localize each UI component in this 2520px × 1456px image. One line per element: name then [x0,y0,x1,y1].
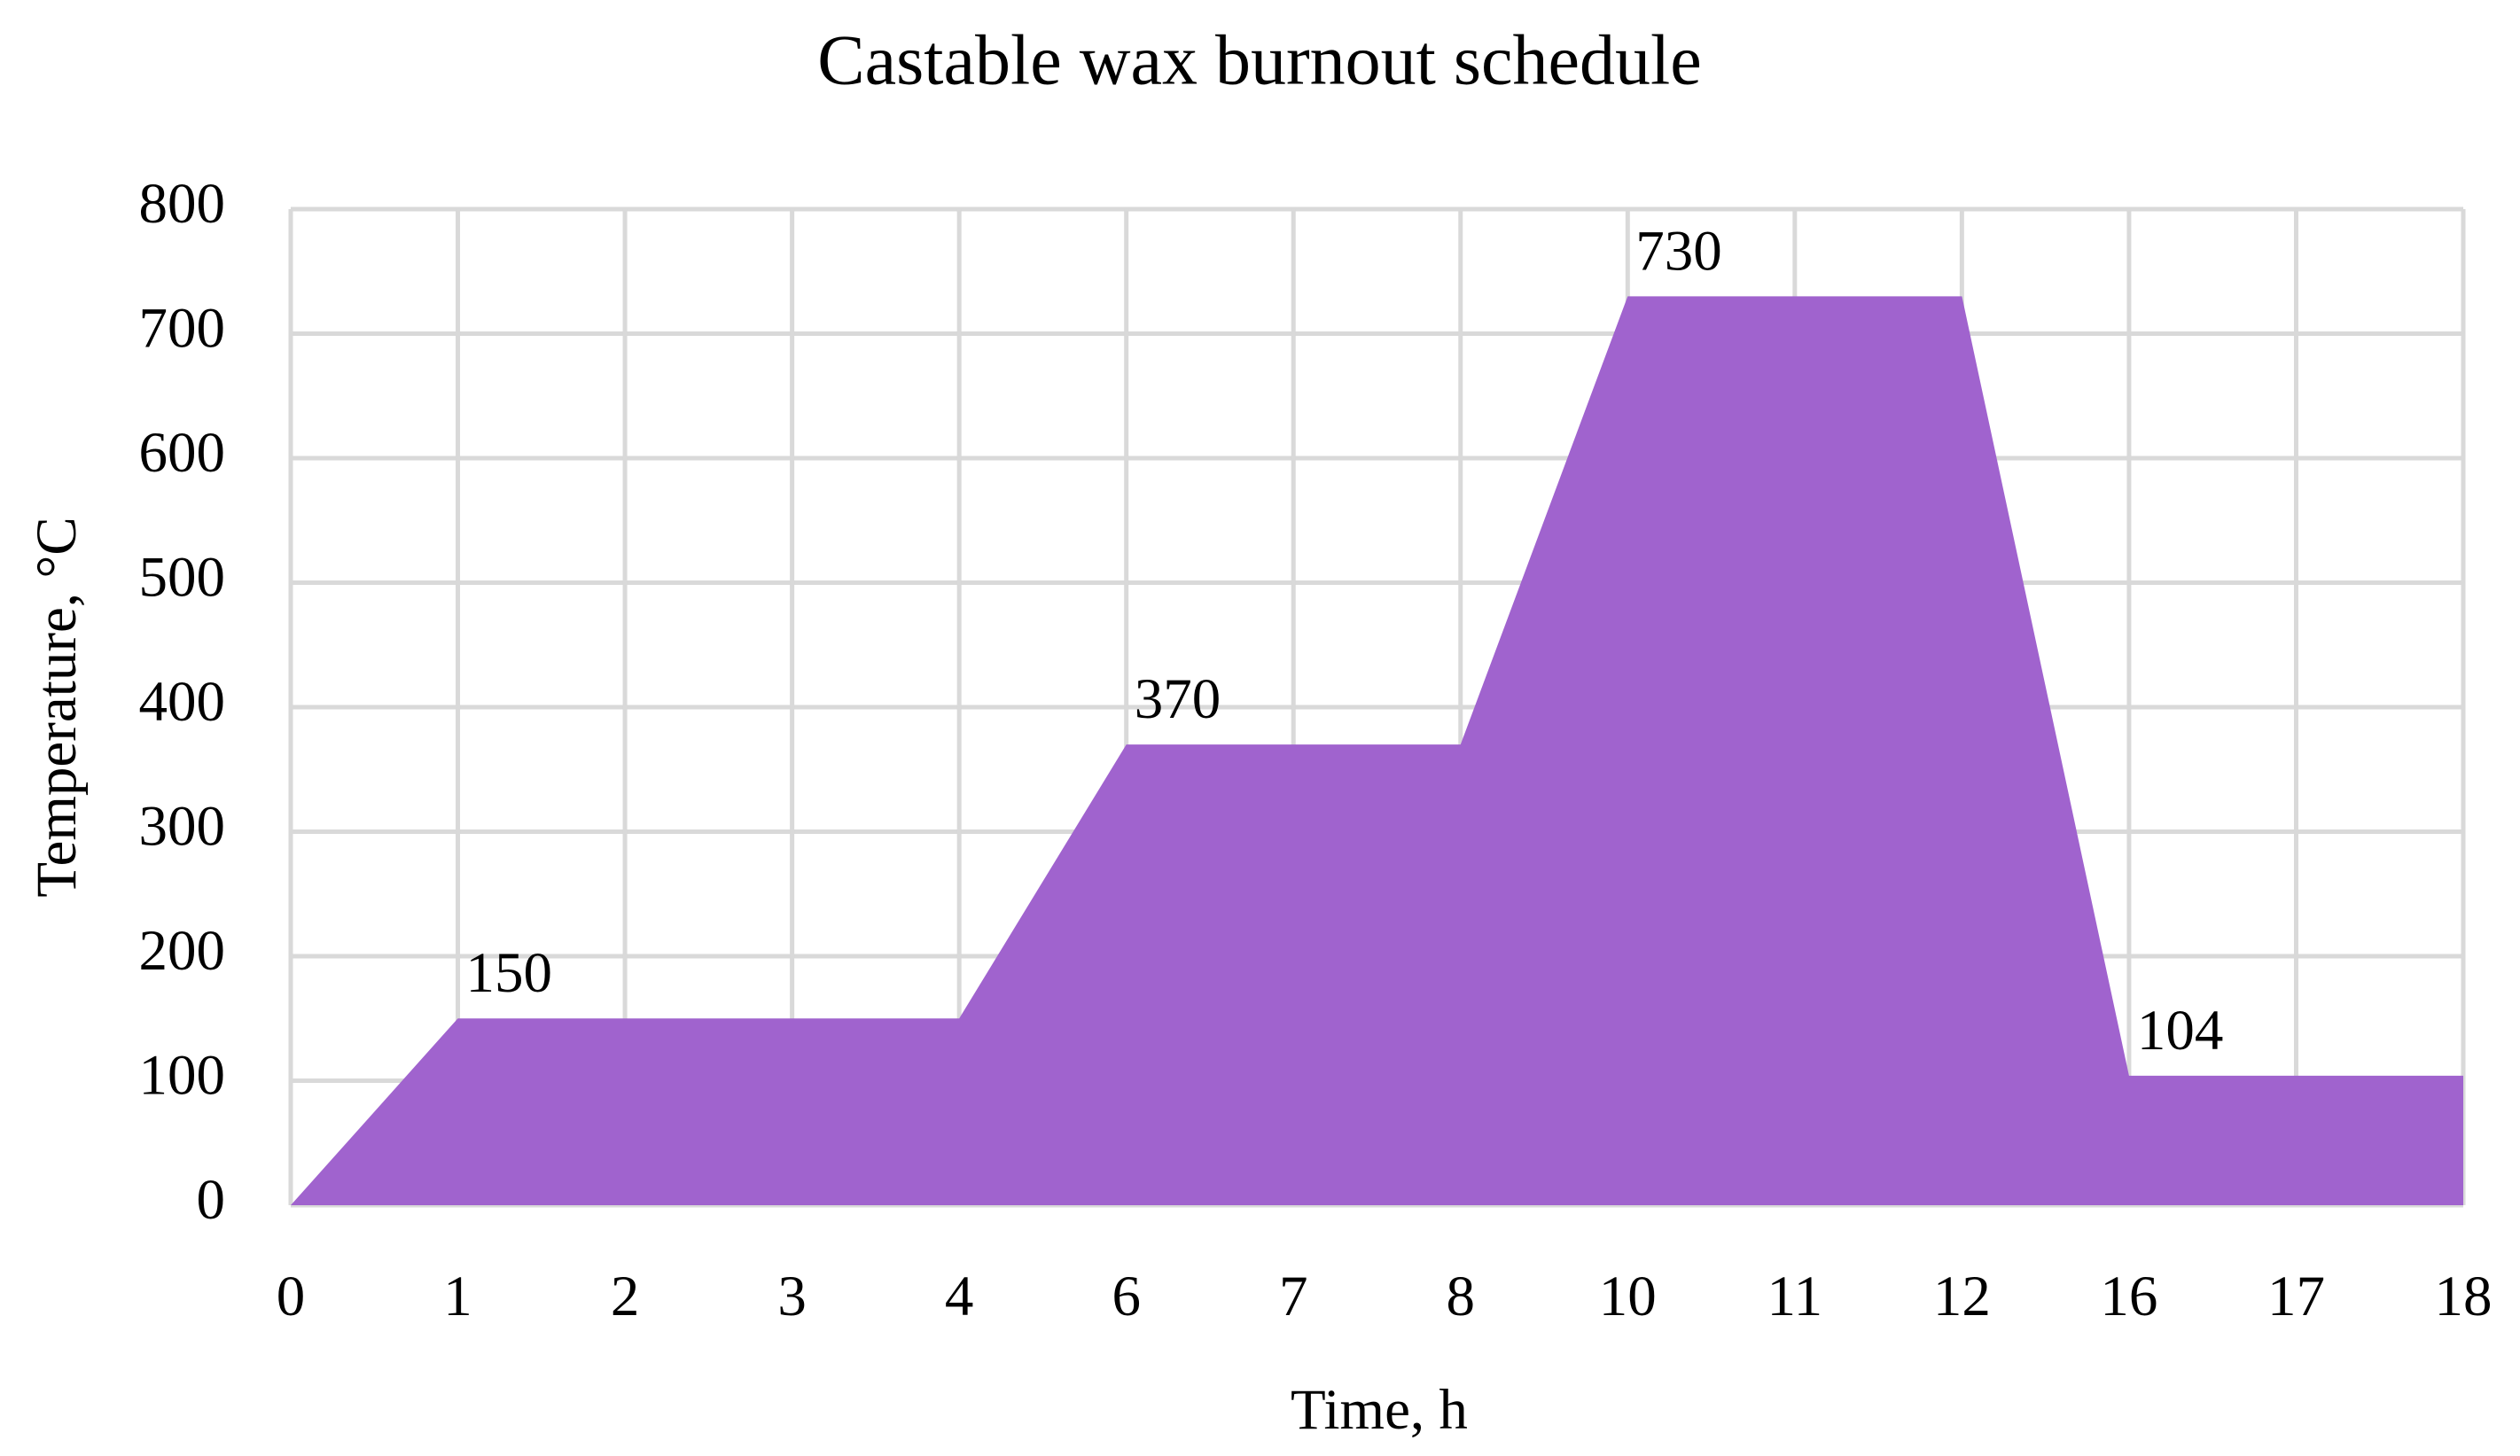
chart-title: Castable wax burnout schedule [817,21,1702,99]
data-label: 370 [1135,667,1221,731]
x-tick-label: 1 [443,1265,472,1328]
data-label: 730 [1635,219,1722,283]
y-tick-label: 800 [139,172,226,236]
x-tick-label: 0 [277,1265,306,1328]
x-axis-title: Time, h [1291,1378,1468,1442]
y-tick-label: 100 [139,1043,226,1107]
x-tick-label: 12 [1933,1265,1991,1328]
x-tick-label: 17 [2267,1265,2325,1328]
data-label: 104 [2137,999,2224,1063]
x-tick-label: 4 [945,1265,974,1328]
x-tick-label: 18 [2435,1265,2493,1328]
x-tick-label: 3 [777,1265,807,1328]
x-tick-label: 10 [1599,1265,1657,1328]
y-tick-label: 500 [139,545,226,609]
y-tick-label: 0 [197,1168,226,1232]
x-tick-label: 7 [1279,1265,1308,1328]
y-tick-label: 700 [139,296,226,360]
x-tick-label: 8 [1447,1265,1476,1328]
y-tick-label: 600 [139,421,226,485]
x-tick-label: 6 [1112,1265,1141,1328]
y-axis-title: Temperature, °C [25,517,89,897]
y-tick-label: 300 [139,794,226,858]
area [291,296,2463,1206]
x-tick-label: 16 [2100,1265,2157,1328]
x-tick-label: 11 [1767,1265,1823,1328]
x-tick-label: 2 [611,1265,640,1328]
data-label: 150 [466,941,553,1005]
y-tick-label: 200 [139,919,226,983]
y-tick-label: 400 [139,670,226,734]
